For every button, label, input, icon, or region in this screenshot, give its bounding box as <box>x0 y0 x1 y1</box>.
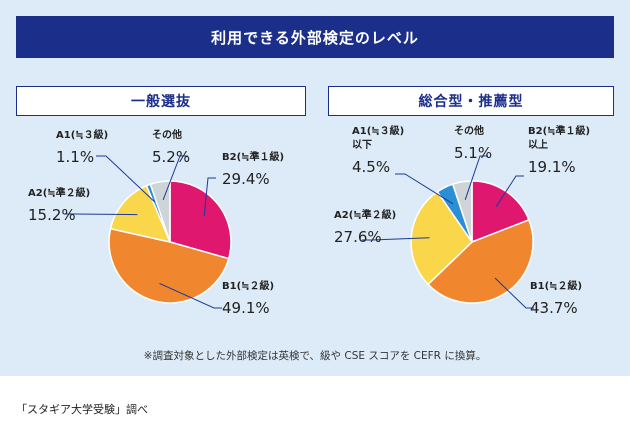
pie2-category-label-4: その他 <box>454 124 484 137</box>
pie1-value-label-0: 29.4% <box>222 170 270 188</box>
pie2-value-label-3: 4.5% <box>352 158 390 176</box>
pie2-slice-1 <box>426 218 534 304</box>
pie1-leader-3 <box>96 155 156 203</box>
page-title: 利用できる外部検定のレベル <box>16 16 614 58</box>
pie2-value-label-1: 43.7% <box>530 299 578 317</box>
pie1-category-label-2: A2(≒準２級) <box>28 186 90 199</box>
pie2-category-label-2: A2(≒準２級) <box>334 208 396 221</box>
pie1-value-label-1: 49.1% <box>222 299 270 317</box>
pie1-category-label-1: B1(≒２級) <box>222 279 274 292</box>
pie2-leader-3 <box>395 173 454 205</box>
pie1-category-label-4: その他 <box>152 128 182 141</box>
source-note: 「スタギア大学受験」調べ <box>16 403 148 416</box>
pie2-category-label-0: 以上 <box>528 138 548 151</box>
pie2-category-label-1: B1(≒２級) <box>530 279 582 292</box>
pie1-leader-1 <box>159 282 222 309</box>
pie1-leader-4 <box>162 155 188 201</box>
pie2-slice-2 <box>410 190 473 286</box>
pie1-value-label-2: 15.2% <box>28 206 76 224</box>
pie2-value-label-4: 5.1% <box>454 144 492 162</box>
pie2-leader-1 <box>494 277 534 309</box>
pie2-leader-0 <box>495 175 524 208</box>
chart-title-general: 一般選抜 <box>16 86 306 116</box>
pie1-slice-0 <box>169 180 232 260</box>
pie1-value-label-4: 5.2% <box>152 148 190 166</box>
pie2-value-label-2: 27.6% <box>334 228 382 246</box>
pie1-category-label-3: A1(≒３級) <box>56 128 108 141</box>
pie1-category-label-0: B2(≒準１級) <box>222 150 284 163</box>
pie2-category-label-0: B2(≒準１級) <box>528 124 590 137</box>
pie2-category-label-3: A1(≒３級) <box>352 124 404 137</box>
pie2-category-label-3: 以下 <box>352 139 372 151</box>
pie1-slice-2 <box>109 184 172 244</box>
pie1-slice-1 <box>108 227 230 304</box>
chart-panel: 利用できる外部検定のレベル 一般選抜 総合型・推薦型 <box>0 0 630 376</box>
pie1-value-label-3: 1.1% <box>56 148 94 166</box>
pie-charts: B2(≒準１級) 29.4% B1(≒２級) 49.1% A2(≒準２級) 15.2% A1… <box>28 124 590 317</box>
pie2-leader-4 <box>464 155 488 200</box>
pie1-leader-0 <box>203 177 216 217</box>
footnote: ※調査対象とした外部検定は英検で、級や CSE スコアを CEFR に換算。 <box>143 350 487 362</box>
chart-title-comprehensive: 総合型・推薦型 <box>328 86 614 116</box>
pie2-leader-2 <box>362 237 430 241</box>
pie2-value-label-0: 19.1% <box>528 158 576 176</box>
pie1-leader-2 <box>64 213 138 216</box>
